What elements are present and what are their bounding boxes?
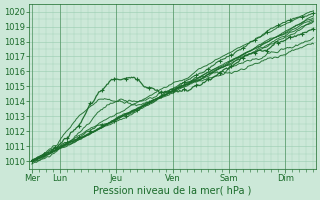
X-axis label: Pression niveau de la mer( hPa ): Pression niveau de la mer( hPa ) <box>93 186 252 196</box>
